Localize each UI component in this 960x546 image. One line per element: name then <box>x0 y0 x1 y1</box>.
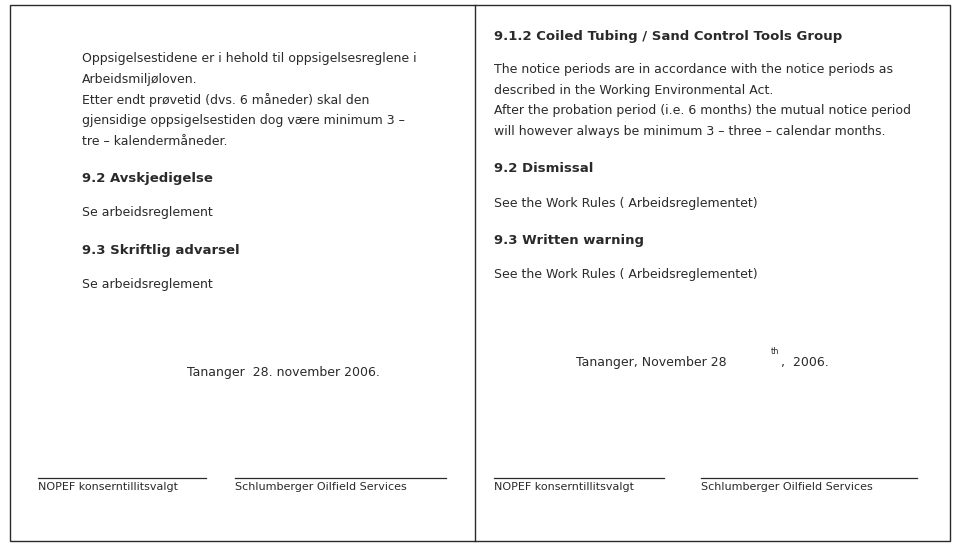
Text: 9.2 Dismissal: 9.2 Dismissal <box>494 162 594 175</box>
Text: Oppsigelsestidene er i hehold til oppsigelsesreglene i: Oppsigelsestidene er i hehold til oppsig… <box>82 52 417 65</box>
Text: See the Work Rules ( Arbeidsreglementet): See the Work Rules ( Arbeidsreglementet) <box>494 268 758 281</box>
Text: tre – kalendermåneder.: tre – kalendermåneder. <box>82 135 228 148</box>
Text: 9.3 Written warning: 9.3 Written warning <box>494 234 644 247</box>
Text: ,  2006.: , 2006. <box>781 356 829 369</box>
Text: NOPEF konserntillitsvalgt: NOPEF konserntillitsvalgt <box>494 482 635 491</box>
Text: Tananger, November 28: Tananger, November 28 <box>576 356 727 369</box>
Text: NOPEF konserntillitsvalgt: NOPEF konserntillitsvalgt <box>38 482 179 491</box>
Text: Schlumberger Oilfield Services: Schlumberger Oilfield Services <box>235 482 407 491</box>
Text: Arbeidsmiljøloven.: Arbeidsmiljøloven. <box>82 73 197 86</box>
Text: Se arbeidsreglement: Se arbeidsreglement <box>82 278 212 291</box>
Text: After the probation period (i.e. 6 months) the mutual notice period: After the probation period (i.e. 6 month… <box>494 104 911 117</box>
Text: gjensidige oppsigelsestiden dog være minimum 3 –: gjensidige oppsigelsestiden dog være min… <box>82 114 404 127</box>
Text: described in the Working Environmental Act.: described in the Working Environmental A… <box>494 84 774 97</box>
Text: Schlumberger Oilfield Services: Schlumberger Oilfield Services <box>701 482 873 491</box>
Text: See the Work Rules ( Arbeidsreglementet): See the Work Rules ( Arbeidsreglementet) <box>494 197 758 210</box>
Text: th: th <box>770 347 779 356</box>
Text: The notice periods are in accordance with the notice periods as: The notice periods are in accordance wit… <box>494 63 894 76</box>
Text: 9.2 Avskjedigelse: 9.2 Avskjedigelse <box>82 172 212 185</box>
Text: will however always be minimum 3 – three – calendar months.: will however always be minimum 3 – three… <box>494 125 886 138</box>
Text: Tananger  28. november 2006.: Tananger 28. november 2006. <box>187 366 380 379</box>
Text: 9.3 Skriftlig advarsel: 9.3 Skriftlig advarsel <box>82 244 239 257</box>
Text: Etter endt prøvetid (dvs. 6 måneder) skal den: Etter endt prøvetid (dvs. 6 måneder) ska… <box>82 93 369 108</box>
Text: 9.1.2 Coiled Tubing / Sand Control Tools Group: 9.1.2 Coiled Tubing / Sand Control Tools… <box>494 30 843 43</box>
Text: Se arbeidsreglement: Se arbeidsreglement <box>82 206 212 219</box>
